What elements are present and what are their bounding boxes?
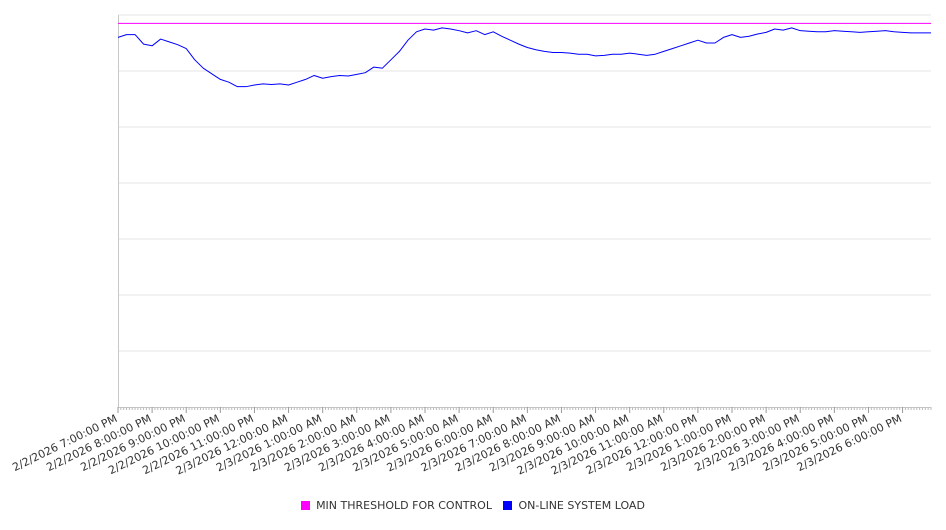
legend-label-system-load: ON-LINE SYSTEM LOAD — [518, 498, 645, 512]
series-line-system-load — [117, 27, 931, 88]
legend: MIN THRESHOLD FOR CONTROL ON-LINE SYSTEM… — [0, 498, 946, 512]
legend-swatch-min-threshold — [301, 500, 311, 510]
legend-swatch-system-load — [503, 500, 513, 510]
legend-item-system-load[interactable]: ON-LINE SYSTEM LOAD — [503, 498, 645, 512]
gridlines — [118, 14, 931, 352]
x-tick-labels: 2/2/2026 7:00:00 PM2/2/2026 8:00:00 PM2/… — [10, 412, 904, 478]
axes — [117, 15, 932, 413]
legend-label-min-threshold: MIN THRESHOLD FOR CONTROL — [316, 498, 492, 512]
legend-item-min-threshold[interactable]: MIN THRESHOLD FOR CONTROL — [301, 499, 492, 512]
series-lines — [117, 22, 931, 88]
